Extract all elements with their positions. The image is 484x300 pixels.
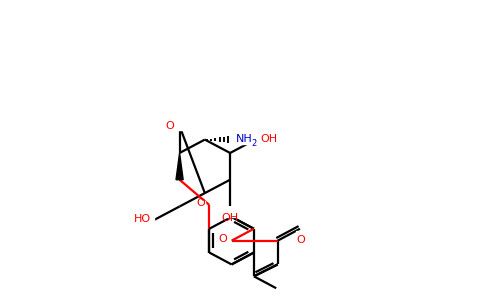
Polygon shape [234, 135, 255, 144]
Text: HO: HO [134, 214, 151, 224]
Polygon shape [223, 208, 237, 217]
Text: NH: NH [235, 134, 252, 144]
Polygon shape [141, 216, 154, 224]
Polygon shape [296, 231, 304, 239]
Text: OH: OH [222, 213, 239, 223]
Polygon shape [257, 135, 272, 144]
Polygon shape [219, 236, 227, 245]
Text: O: O [166, 121, 174, 130]
Text: O: O [218, 234, 227, 244]
Polygon shape [174, 122, 185, 130]
Text: 2: 2 [252, 139, 257, 148]
Polygon shape [197, 201, 205, 209]
Polygon shape [176, 153, 183, 180]
Text: O: O [297, 235, 305, 245]
Text: OH: OH [261, 134, 278, 144]
Text: O: O [196, 199, 205, 208]
